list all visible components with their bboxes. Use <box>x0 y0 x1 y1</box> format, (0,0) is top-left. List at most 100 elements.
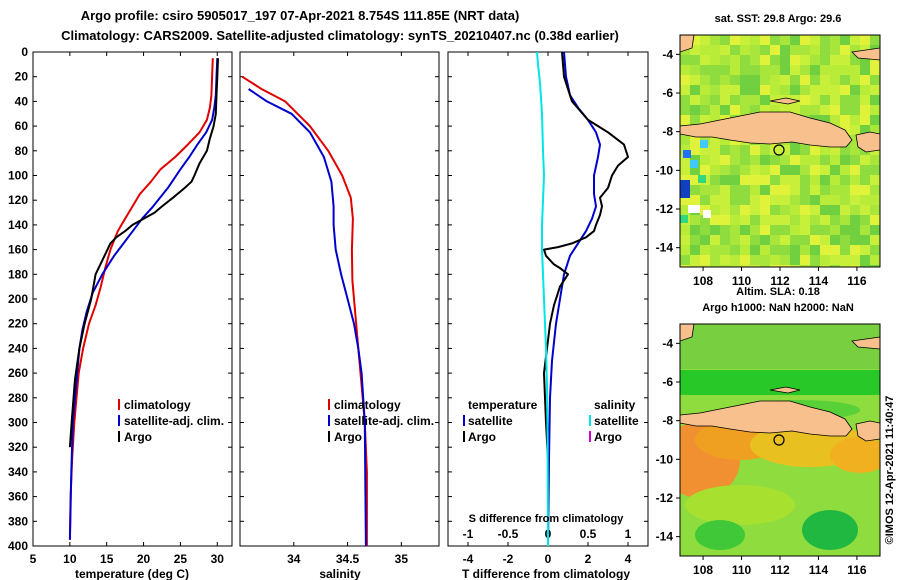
sst-cell <box>870 255 880 265</box>
depth-tick-label: 20 <box>15 70 29 84</box>
sst-cell <box>800 215 810 225</box>
depth-tick-label: 380 <box>8 514 28 528</box>
sst-cell <box>680 235 690 245</box>
sst-cell <box>800 185 810 195</box>
sst-cell <box>790 235 800 245</box>
sst-cell <box>850 125 860 135</box>
sst-cell <box>680 245 690 255</box>
depth-axis: 0 20 40 60 80 100 120 140 160 180 200 220 240 260 280 3… <box>8 45 28 553</box>
sst-cell <box>750 245 760 255</box>
sst-cell <box>710 265 720 267</box>
sst-cell <box>840 45 850 55</box>
depth-tick-label: 280 <box>8 391 28 405</box>
sst-cell <box>740 55 750 65</box>
sst-cell <box>790 225 800 235</box>
sst-cell <box>830 185 840 195</box>
sst-cell <box>730 45 740 55</box>
sst-cell <box>850 65 860 75</box>
sst-cell <box>710 175 720 185</box>
sst-cell <box>780 195 790 205</box>
map-y-tick-label: -14 <box>656 530 674 544</box>
legend-label-satellite: satellite-adj. clim. <box>124 414 224 428</box>
sst-cell <box>770 195 780 205</box>
sst-cell <box>790 265 800 267</box>
sst-cell <box>830 95 840 105</box>
sst-cell <box>740 195 750 205</box>
sst-cell <box>760 155 770 165</box>
sst-cell <box>710 45 720 55</box>
sst-cell <box>760 265 770 267</box>
sst-cell <box>710 205 720 215</box>
figure-title-line2: Climatology: CARS2009. Satellite-adjuste… <box>61 28 619 43</box>
sst-cell <box>730 185 740 195</box>
sst-cell <box>810 65 820 75</box>
sst-cell <box>810 185 820 195</box>
sst-cell <box>780 155 790 165</box>
sst-cell <box>690 45 700 55</box>
sst-cell <box>690 245 700 255</box>
sst-cell <box>840 255 850 265</box>
sst-cell <box>750 255 760 265</box>
sst-cell <box>820 255 830 265</box>
sst-cell <box>760 65 770 75</box>
sst-cell <box>690 105 700 115</box>
sst-cell <box>790 85 800 95</box>
sst-cell <box>770 175 780 185</box>
map-x-tick-label: 116 <box>847 274 867 288</box>
sst-cell <box>820 235 830 245</box>
sst-cell <box>720 105 730 115</box>
sst-cell <box>850 55 860 65</box>
sst-cell <box>810 45 820 55</box>
sst-cell <box>730 205 740 215</box>
sst-cell <box>850 165 860 175</box>
sst-cell <box>680 65 690 75</box>
sst-cell <box>690 35 700 45</box>
sst-cell <box>850 35 860 45</box>
sst-cell <box>750 235 760 245</box>
sst-cell <box>750 95 760 105</box>
map-y-tick-label: -10 <box>656 163 674 177</box>
sst-cell <box>830 75 840 85</box>
sst-cell <box>760 45 770 55</box>
sst-cell <box>810 55 820 65</box>
sst-cell <box>740 205 750 215</box>
sst-cell <box>810 85 820 95</box>
depth-tick-label: 320 <box>8 440 28 454</box>
map-y-tick-label: -6 <box>662 375 673 389</box>
sst-cell <box>730 75 740 85</box>
sst-cell <box>870 245 880 255</box>
sst-cell <box>780 265 790 267</box>
sst-cell <box>710 165 720 175</box>
sst-argo-marker <box>773 144 785 156</box>
sst-cell <box>710 245 720 255</box>
sst-cell <box>760 35 770 45</box>
sst-cell <box>730 155 740 165</box>
sst-cell <box>810 205 820 215</box>
sst-cell <box>720 55 730 65</box>
sst-cell <box>770 105 780 115</box>
sst-cell <box>720 45 730 55</box>
sst-cell <box>810 195 820 205</box>
sst-cell <box>760 255 770 265</box>
sst-cell <box>800 75 810 85</box>
map-y-tick-label: -4 <box>662 47 673 61</box>
sst-cell <box>750 35 760 45</box>
sst-cell <box>730 65 740 75</box>
sst-cell <box>750 145 760 155</box>
sst-cell <box>870 225 880 235</box>
sst-cell <box>830 105 840 115</box>
sst-cell <box>800 155 810 165</box>
x-tick-label: 25 <box>174 552 188 566</box>
sst-cell <box>680 115 690 125</box>
legend-label-argo: Argo <box>124 430 152 444</box>
sst-cell <box>840 205 850 215</box>
sst-cell <box>780 245 790 255</box>
sst-cell <box>800 175 810 185</box>
sst-cell <box>820 205 830 215</box>
sst-cell <box>830 155 840 165</box>
legend-label-climatology: climatology <box>124 398 191 412</box>
sst-cell <box>710 85 720 95</box>
sst-cell <box>820 215 830 225</box>
sst-cell <box>720 245 730 255</box>
sst-cell <box>720 235 730 245</box>
